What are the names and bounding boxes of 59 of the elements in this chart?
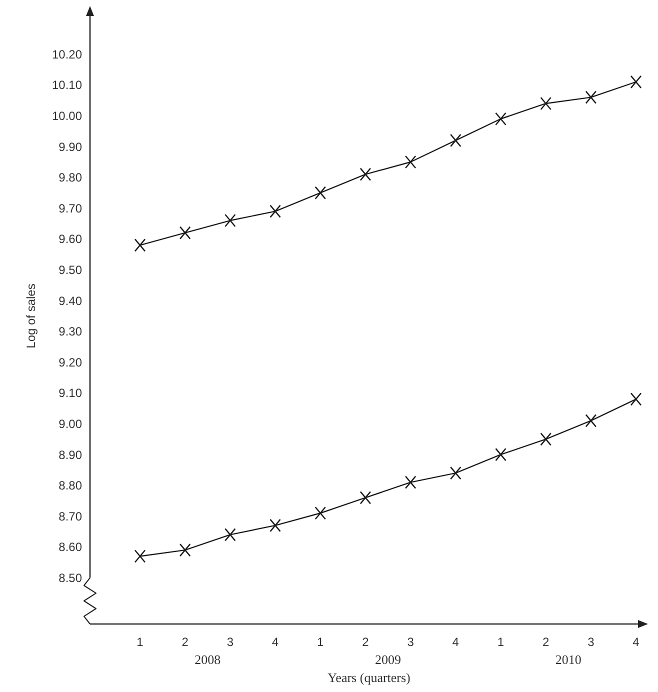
point — [495, 448, 506, 462]
x-tick-label: 1 — [317, 635, 324, 649]
point — [404, 155, 416, 169]
y-tick-label: 10.10 — [52, 78, 82, 92]
point — [630, 75, 642, 89]
x-tick-label: 1 — [497, 635, 504, 649]
y-tick-label: 9.00 — [58, 417, 82, 431]
point — [585, 414, 597, 428]
y-tick-label: 9.10 — [58, 386, 82, 400]
x-tick-label: 2 — [362, 635, 370, 649]
y-tick-label: 10.00 — [52, 109, 82, 123]
point — [134, 238, 146, 252]
y-tick-label: 9.50 — [58, 263, 82, 277]
x-axis-title: Years (quarters) — [328, 670, 410, 685]
x-tick-label: 2 — [182, 635, 189, 649]
y-tick-label: 8.60 — [58, 540, 82, 554]
point — [495, 112, 506, 126]
point — [450, 466, 462, 480]
point — [270, 204, 281, 218]
point — [630, 392, 642, 406]
point — [360, 168, 372, 181]
point — [179, 543, 191, 557]
x-tick-label: 4 — [452, 635, 460, 649]
point — [134, 550, 146, 563]
y-tick-label: 8.90 — [58, 448, 82, 462]
y-tick-label: 9.70 — [58, 201, 82, 216]
x-tick-label: 4 — [272, 635, 279, 649]
point — [179, 226, 191, 240]
y-tick-label: 9.90 — [58, 140, 82, 154]
y-tick-label: 9.30 — [58, 324, 82, 339]
x-tick-label: 2 — [542, 635, 550, 649]
x-tick-label: 3 — [407, 635, 414, 649]
y-tick-label: 9.60 — [58, 232, 82, 246]
x-tick-label: 1 — [136, 635, 144, 649]
point — [224, 214, 236, 228]
point — [224, 528, 236, 542]
x-tick-label: 3 — [588, 635, 595, 649]
text: 2008 — [194, 652, 221, 667]
point — [404, 476, 416, 489]
y-tick-label: 9.20 — [58, 355, 82, 370]
point — [585, 90, 597, 104]
point — [270, 518, 281, 532]
y-axis-title: Log of sales — [24, 284, 38, 348]
x-tick-label: 3 — [226, 635, 234, 649]
y-tick-label: 9.80 — [58, 170, 82, 185]
point — [540, 96, 552, 110]
y-tick-label: 8.80 — [58, 478, 82, 493]
y-tick-label: 9.40 — [58, 294, 82, 308]
point — [314, 186, 326, 200]
text: 2010 — [555, 652, 582, 667]
y-tick-label: 8.70 — [58, 509, 82, 524]
point — [540, 432, 552, 446]
point — [450, 134, 462, 148]
x-tick-label: 4 — [632, 635, 640, 649]
point — [360, 491, 372, 504]
text: 2009 — [375, 652, 401, 667]
point — [314, 506, 326, 520]
y-tick-label: 8.50 — [58, 571, 82, 585]
y-tick-label: 10.20 — [52, 47, 82, 62]
